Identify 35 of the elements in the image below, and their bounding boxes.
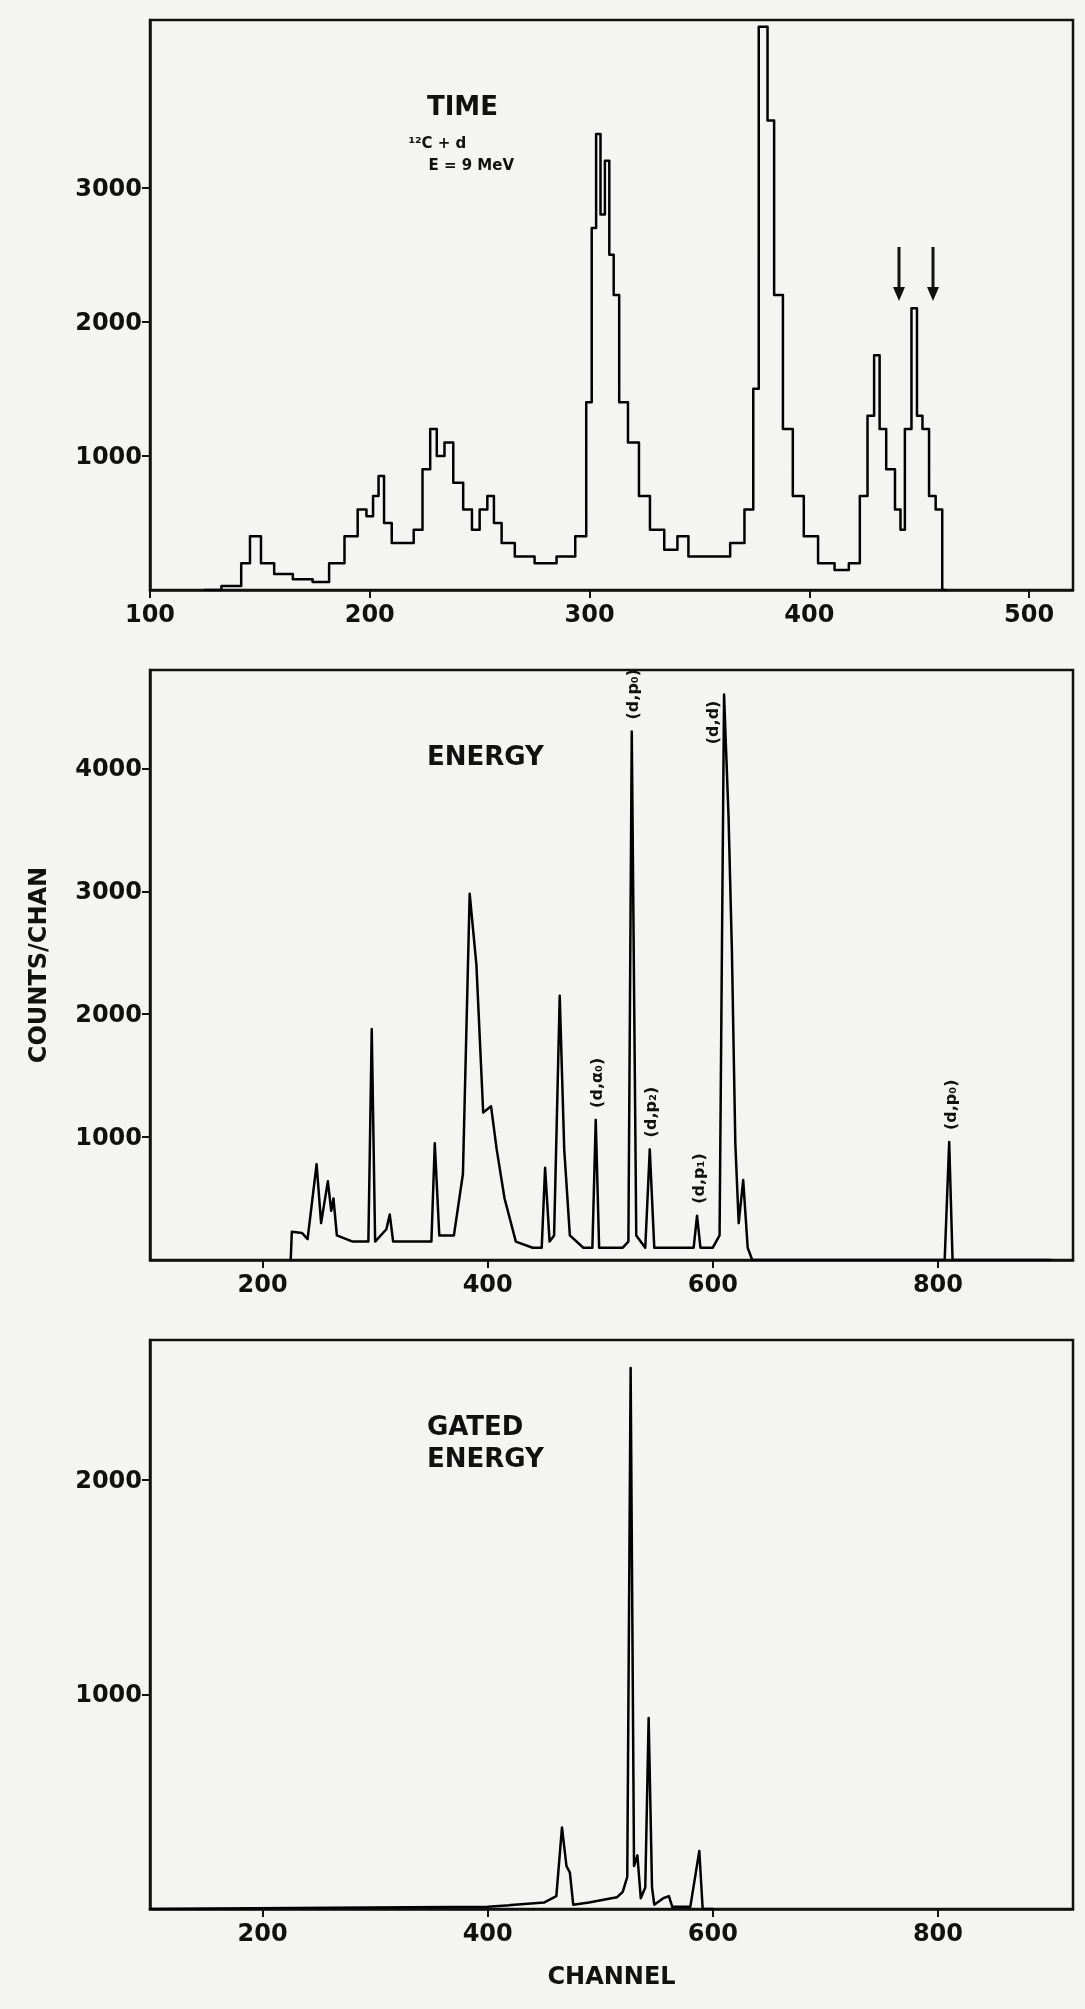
annotation: (d,α₀) — [587, 1057, 607, 1108]
x-tick-label: 300 — [564, 600, 615, 628]
x-tick-label: 200 — [344, 600, 395, 628]
y-tick-label: 3000 — [75, 877, 142, 906]
text: GATED ENERGY — [426, 1411, 545, 1473]
x-tick-label: 400 — [462, 1270, 513, 1298]
text: ENERGY — [426, 741, 545, 771]
annotation: ¹²C + d — [408, 133, 467, 152]
y-axis-title: COUNTS/CHAN — [24, 866, 52, 1064]
x-axis-title: CHANNEL — [547, 1962, 676, 1990]
x-tick-label: 600 — [687, 1919, 738, 1947]
x-tick-label: 800 — [912, 1270, 963, 1298]
x-tick-label: 200 — [237, 1270, 288, 1298]
x-tick-label: 400 — [784, 600, 835, 628]
x-tick-label: 100 — [124, 600, 176, 628]
y-tick-label: 1000 — [75, 1123, 142, 1152]
x-tick-label: 800 — [912, 1919, 963, 1947]
y-tick-label: 3000 — [75, 173, 142, 202]
y-tick-label: 2000 — [75, 1465, 142, 1494]
y-tick-label: 1000 — [75, 441, 142, 470]
annotation: (d,d) — [702, 700, 722, 745]
y-tick-label: 4000 — [75, 754, 142, 783]
annotation: (d,p₀) — [623, 668, 643, 720]
annotation: (d,p₀) — [940, 1079, 960, 1130]
y-tick-label: 1000 — [75, 1680, 142, 1709]
x-tick-label: 400 — [462, 1919, 513, 1947]
x-tick-label: 600 — [687, 1270, 738, 1298]
annotation: (d,p₂) — [641, 1086, 661, 1138]
annotation: (d,p₁) — [688, 1153, 708, 1204]
text: TIME — [426, 91, 498, 121]
annotation: E = 9 MeV — [428, 155, 515, 174]
y-tick-label: 2000 — [75, 307, 142, 336]
x-tick-label: 500 — [1003, 600, 1055, 628]
x-tick-label: 200 — [237, 1919, 288, 1947]
y-tick-label: 2000 — [75, 1000, 142, 1029]
